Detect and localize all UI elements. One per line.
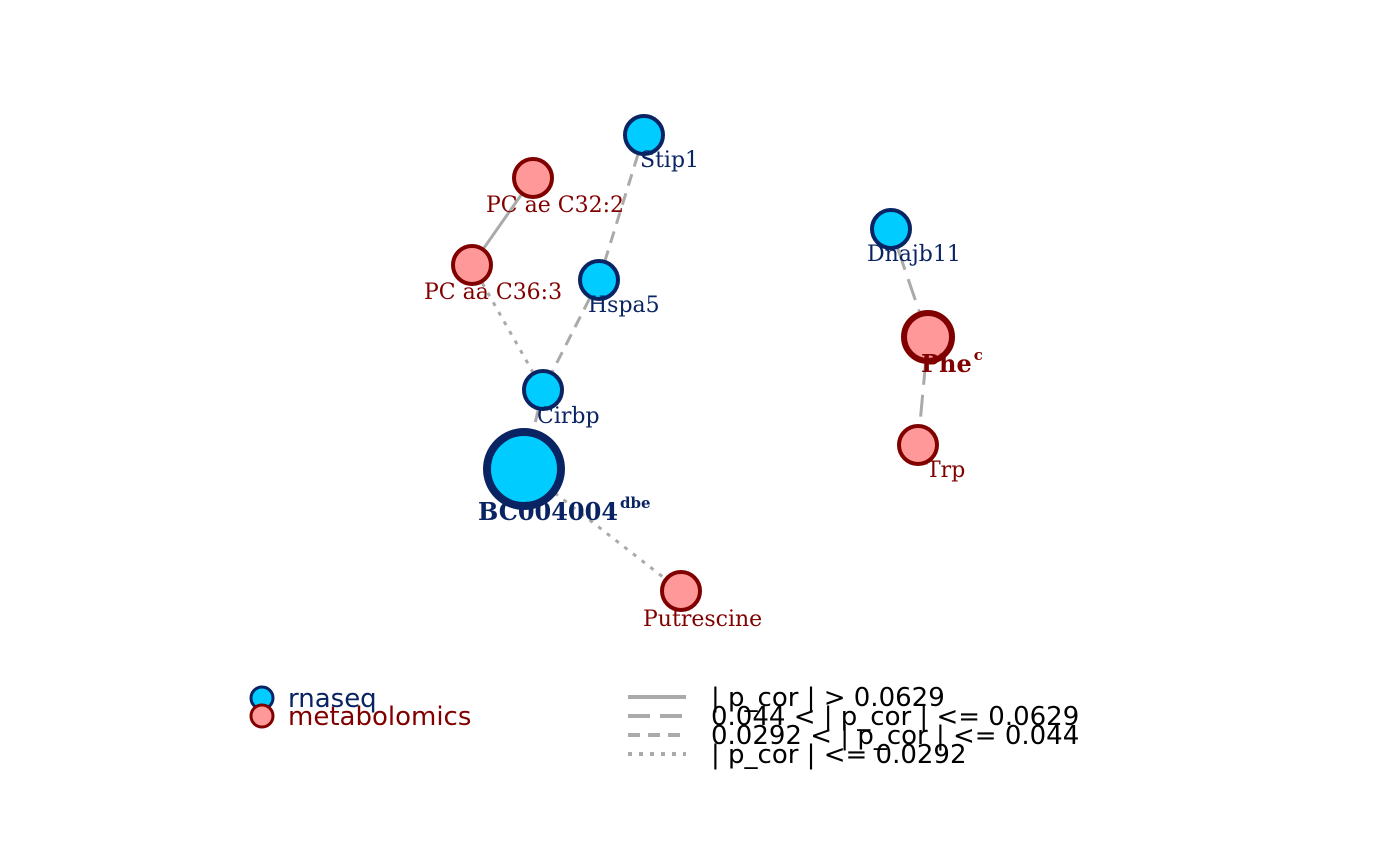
node-dnajb11[interactable]	[870, 208, 912, 250]
node-label-pc_ae: PC ae C32:2	[486, 193, 624, 218]
edge-cirbp-bc004004	[531, 410, 540, 432]
edge-pc_ae-pc_aa	[482, 194, 523, 249]
legend-edge-label-dotted: | p_cor | <= 0.0292	[711, 740, 967, 770]
node-pc_aa[interactable]	[451, 244, 493, 286]
legend-edge-label-dashed: 0.0292 < | p_cor | <= 0.044	[711, 721, 1079, 751]
legend-swatch-metabolomics	[249, 703, 275, 729]
edge-stip1-hspa5	[603, 154, 640, 261]
node-label-trp: Trp	[926, 458, 965, 483]
node-sup-bc004004: dbe	[620, 494, 651, 512]
node-hspa5[interactable]	[578, 259, 620, 301]
edges-layer	[481, 154, 928, 580]
legend-label-metabolomics: metabolomics	[288, 702, 471, 732]
edge-dnajb11-phe	[896, 248, 921, 313]
node-label-cirbp: Cirbp	[537, 404, 600, 429]
node-label-pc_aa: PC aa C36:3	[424, 280, 562, 305]
node-putrescine[interactable]	[660, 570, 702, 612]
legend-label-rnaseq: rnaseq	[288, 684, 377, 714]
nodes-layer	[451, 114, 955, 612]
legend-edge-label-solid: | p_cor | > 0.0629	[711, 683, 945, 713]
node-stip1[interactable]	[623, 114, 665, 156]
edge-phe-trp	[918, 362, 928, 425]
node-phe[interactable]	[901, 310, 955, 364]
node-bc004004[interactable]	[483, 428, 565, 510]
node-cirbp[interactable]	[522, 369, 564, 411]
node-label-putrescine: Putrescine	[643, 607, 762, 632]
edge-hspa5-cirbp	[551, 298, 591, 372]
node-sup-phe: c	[974, 346, 983, 364]
node-trp[interactable]	[897, 424, 939, 466]
labels-layer: Stip1 PC ae C32:2 PC aa C36:3 Hspa5 Cirbp BC0…	[424, 148, 983, 632]
node-pc_ae[interactable]	[512, 157, 554, 199]
node-label-bc004004: BC004004	[478, 497, 618, 526]
node-label-phe: Phe	[921, 349, 972, 378]
edge-bc004004-putrescine	[553, 491, 666, 580]
node-label-hspa5: Hspa5	[588, 293, 660, 318]
node-label-stip1: Stip1	[640, 148, 699, 173]
legend-edge-label-longdash: 0.044 < | p_cor | <= 0.0629	[711, 702, 1079, 732]
node-label-dnajb11: Dnajb11	[867, 242, 961, 267]
